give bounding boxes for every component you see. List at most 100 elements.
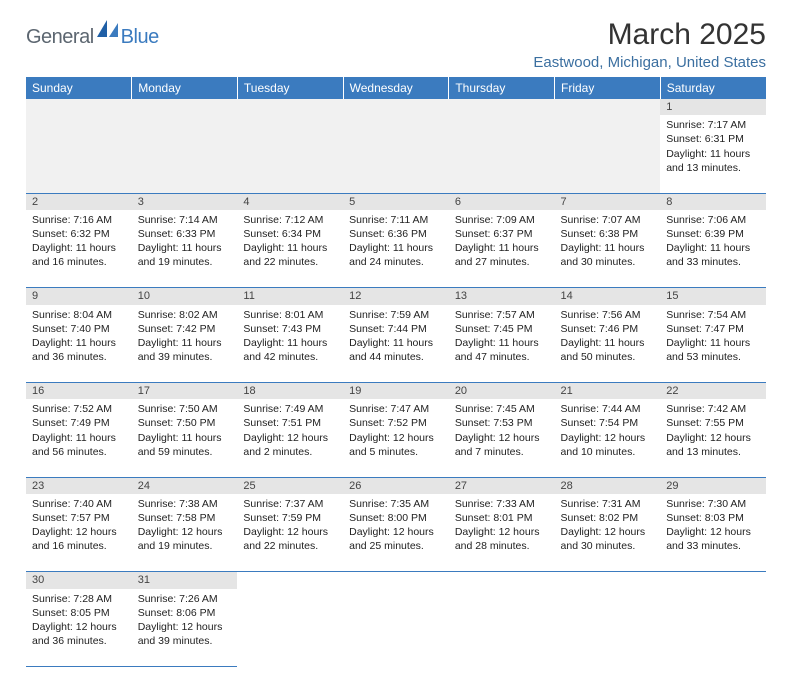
day-number: 28: [555, 477, 661, 494]
day-details: Sunrise: 7:42 AMSunset: 7:55 PMDaylight:…: [660, 399, 766, 461]
logo-sail-icon: [97, 20, 119, 43]
dayheader-monday: Monday: [132, 77, 238, 99]
dayheader-wednesday: Wednesday: [343, 77, 449, 99]
calendar-cell: [237, 589, 343, 667]
calendar-cell: Sunrise: 7:38 AMSunset: 7:58 PMDaylight:…: [132, 494, 238, 572]
calendar-week-row: Sunrise: 7:28 AMSunset: 8:05 PMDaylight:…: [26, 589, 766, 667]
page: General Blue March 2025 Eastwood, Michig…: [0, 0, 792, 685]
calendar-cell: Sunrise: 8:04 AMSunset: 7:40 PMDaylight:…: [26, 305, 132, 383]
day-number: 5: [343, 193, 449, 210]
logo-text-blue: Blue: [121, 26, 159, 49]
day-number: 17: [132, 383, 238, 400]
calendar-cell: Sunrise: 7:42 AMSunset: 7:55 PMDaylight:…: [660, 399, 766, 477]
day-number: [555, 572, 661, 589]
day-number: [237, 99, 343, 115]
day-number: 20: [449, 383, 555, 400]
calendar-cell: Sunrise: 7:52 AMSunset: 7:49 PMDaylight:…: [26, 399, 132, 477]
day-details: Sunrise: 7:11 AMSunset: 6:36 PMDaylight:…: [343, 210, 449, 272]
calendar-cell: Sunrise: 8:02 AMSunset: 7:42 PMDaylight:…: [132, 305, 238, 383]
day-details: Sunrise: 7:28 AMSunset: 8:05 PMDaylight:…: [26, 589, 132, 651]
day-details: Sunrise: 7:56 AMSunset: 7:46 PMDaylight:…: [555, 305, 661, 367]
day-number: 21: [555, 383, 661, 400]
day-number: [26, 99, 132, 115]
calendar-week-row: Sunrise: 7:40 AMSunset: 7:57 PMDaylight:…: [26, 494, 766, 572]
calendar-cell: Sunrise: 7:16 AMSunset: 6:32 PMDaylight:…: [26, 210, 132, 288]
calendar-cell: [449, 115, 555, 193]
day-number: 23: [26, 477, 132, 494]
day-details: Sunrise: 8:04 AMSunset: 7:40 PMDaylight:…: [26, 305, 132, 367]
calendar-cell: [555, 115, 661, 193]
page-title: March 2025: [533, 18, 766, 52]
day-details: Sunrise: 7:44 AMSunset: 7:54 PMDaylight:…: [555, 399, 661, 461]
day-number: 25: [237, 477, 343, 494]
day-details: Sunrise: 8:01 AMSunset: 7:43 PMDaylight:…: [237, 305, 343, 367]
day-details: Sunrise: 7:52 AMSunset: 7:49 PMDaylight:…: [26, 399, 132, 461]
day-details: Sunrise: 7:31 AMSunset: 8:02 PMDaylight:…: [555, 494, 661, 556]
calendar-cell: Sunrise: 8:01 AMSunset: 7:43 PMDaylight:…: [237, 305, 343, 383]
calendar-cell: Sunrise: 7:11 AMSunset: 6:36 PMDaylight:…: [343, 210, 449, 288]
calendar-cell: Sunrise: 7:37 AMSunset: 7:59 PMDaylight:…: [237, 494, 343, 572]
calendar-cell: Sunrise: 7:28 AMSunset: 8:05 PMDaylight:…: [26, 589, 132, 667]
calendar-cell: Sunrise: 7:59 AMSunset: 7:44 PMDaylight:…: [343, 305, 449, 383]
calendar-week-row: Sunrise: 7:16 AMSunset: 6:32 PMDaylight:…: [26, 210, 766, 288]
day-details: Sunrise: 7:26 AMSunset: 8:06 PMDaylight:…: [132, 589, 238, 651]
day-number: 8: [660, 193, 766, 210]
calendar-cell: Sunrise: 7:09 AMSunset: 6:37 PMDaylight:…: [449, 210, 555, 288]
day-details: Sunrise: 7:33 AMSunset: 8:01 PMDaylight:…: [449, 494, 555, 556]
day-number: 29: [660, 477, 766, 494]
day-number: 16: [26, 383, 132, 400]
day-number: 4: [237, 193, 343, 210]
calendar-week-row: Sunrise: 7:52 AMSunset: 7:49 PMDaylight:…: [26, 399, 766, 477]
day-number: 3: [132, 193, 238, 210]
dayheader-sunday: Sunday: [26, 77, 132, 99]
day-details: Sunrise: 7:16 AMSunset: 6:32 PMDaylight:…: [26, 210, 132, 272]
day-details: Sunrise: 7:45 AMSunset: 7:53 PMDaylight:…: [449, 399, 555, 461]
day-details: Sunrise: 7:35 AMSunset: 8:00 PMDaylight:…: [343, 494, 449, 556]
day-number: 30: [26, 572, 132, 589]
calendar-cell: Sunrise: 7:54 AMSunset: 7:47 PMDaylight:…: [660, 305, 766, 383]
day-number: 6: [449, 193, 555, 210]
day-number: 26: [343, 477, 449, 494]
day-number: 15: [660, 288, 766, 305]
logo: General Blue: [26, 26, 159, 49]
day-number: 14: [555, 288, 661, 305]
day-details: Sunrise: 7:54 AMSunset: 7:47 PMDaylight:…: [660, 305, 766, 367]
day-number: 19: [343, 383, 449, 400]
day-number: [660, 572, 766, 589]
dayheader-saturday: Saturday: [660, 77, 766, 99]
dayheader-row: Sunday Monday Tuesday Wednesday Thursday…: [26, 77, 766, 99]
calendar-cell: Sunrise: 7:30 AMSunset: 8:03 PMDaylight:…: [660, 494, 766, 572]
daynum-row: 23242526272829: [26, 477, 766, 494]
day-details: Sunrise: 7:30 AMSunset: 8:03 PMDaylight:…: [660, 494, 766, 556]
header: General Blue March 2025 Eastwood, Michig…: [26, 18, 766, 71]
calendar-cell: [26, 115, 132, 193]
calendar-cell: Sunrise: 7:50 AMSunset: 7:50 PMDaylight:…: [132, 399, 238, 477]
day-number: [449, 572, 555, 589]
calendar-cell: [237, 115, 343, 193]
calendar-cell: Sunrise: 7:07 AMSunset: 6:38 PMDaylight:…: [555, 210, 661, 288]
day-number: [555, 99, 661, 115]
daynum-row: 1: [26, 99, 766, 115]
calendar-cell: Sunrise: 7:17 AMSunset: 6:31 PMDaylight:…: [660, 115, 766, 193]
day-number: 13: [449, 288, 555, 305]
daynum-row: 2345678: [26, 193, 766, 210]
day-number: 22: [660, 383, 766, 400]
calendar-table: Sunday Monday Tuesday Wednesday Thursday…: [26, 77, 766, 667]
calendar-cell: [132, 115, 238, 193]
day-details: Sunrise: 7:07 AMSunset: 6:38 PMDaylight:…: [555, 210, 661, 272]
day-details: Sunrise: 7:14 AMSunset: 6:33 PMDaylight:…: [132, 210, 238, 272]
calendar-cell: Sunrise: 7:33 AMSunset: 8:01 PMDaylight:…: [449, 494, 555, 572]
day-details: Sunrise: 7:47 AMSunset: 7:52 PMDaylight:…: [343, 399, 449, 461]
day-details: Sunrise: 7:50 AMSunset: 7:50 PMDaylight:…: [132, 399, 238, 461]
dayheader-tuesday: Tuesday: [237, 77, 343, 99]
day-number: 27: [449, 477, 555, 494]
day-number: [449, 99, 555, 115]
day-number: 18: [237, 383, 343, 400]
calendar-cell: Sunrise: 7:40 AMSunset: 7:57 PMDaylight:…: [26, 494, 132, 572]
calendar-week-row: Sunrise: 8:04 AMSunset: 7:40 PMDaylight:…: [26, 305, 766, 383]
day-number: 31: [132, 572, 238, 589]
day-number: 7: [555, 193, 661, 210]
calendar-cell: [555, 589, 661, 667]
day-number: 9: [26, 288, 132, 305]
logo-text-general: General: [26, 26, 94, 49]
